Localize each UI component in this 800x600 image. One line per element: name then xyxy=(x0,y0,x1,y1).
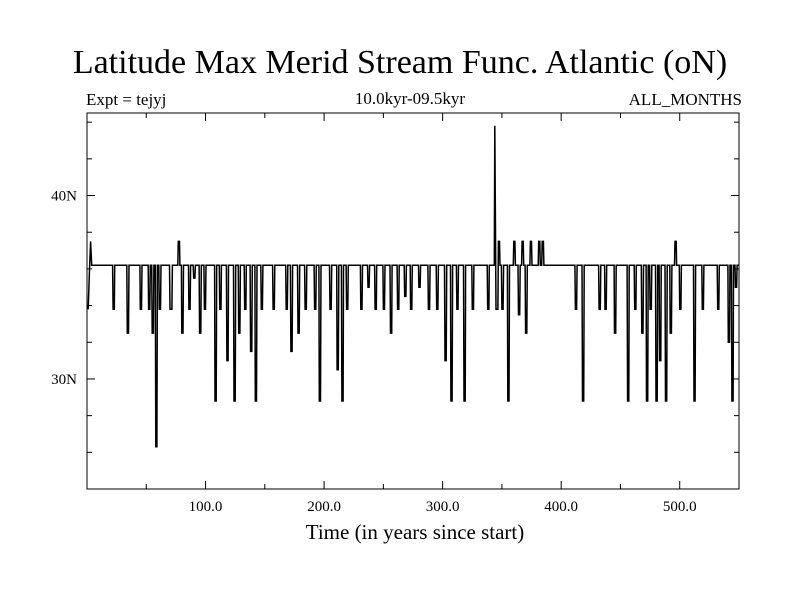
x-tick-label: 400.0 xyxy=(544,499,578,515)
series-line xyxy=(87,125,739,448)
x-tick-label: 500.0 xyxy=(663,499,697,515)
x-tick-labels: 100.0 200.0 300.0 400.0 500.0 xyxy=(189,499,697,515)
axis-ticks xyxy=(87,113,739,489)
experiment-label: Expt = tejyj xyxy=(86,90,167,109)
y-tick-label: 40N xyxy=(51,189,77,205)
x-tick-label: 100.0 xyxy=(189,499,223,515)
time-range-label: 10.0kyr-09.5kyr xyxy=(354,89,466,108)
x-tick-label: 300.0 xyxy=(426,499,460,515)
y-tick-label: 30N xyxy=(51,372,77,388)
plot-frame xyxy=(86,112,740,490)
chart-title: Latitude Max Merid Stream Func. Atlantic… xyxy=(72,44,728,81)
x-axis-label: Time (in years since start) xyxy=(305,520,525,544)
months-label: ALL_MONTHS xyxy=(628,90,742,109)
x-tick-label: 200.0 xyxy=(307,499,341,515)
y-tick-labels: 30N 40N xyxy=(51,189,77,388)
